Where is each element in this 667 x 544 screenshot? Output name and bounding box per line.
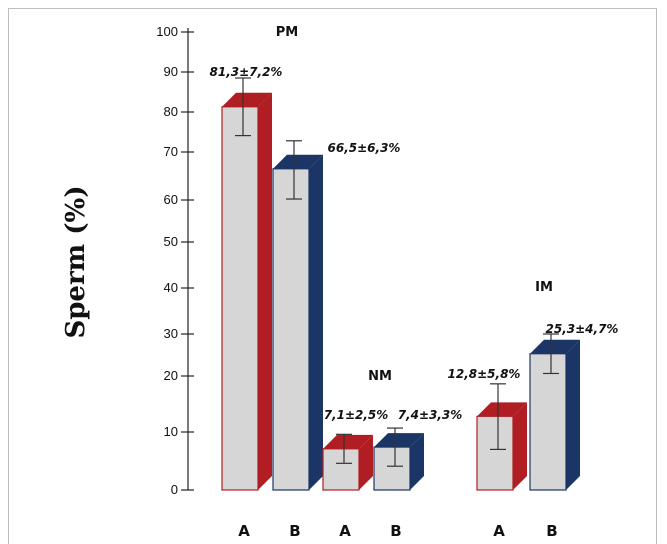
group-label: IM — [535, 280, 553, 295]
x-category-label: A — [493, 522, 505, 540]
bar-side-face — [359, 434, 373, 490]
bar-nm-a — [322, 448, 360, 491]
value-label: 25,3±4,7% — [546, 322, 619, 336]
bar-side-face — [309, 154, 323, 491]
bar-top-face — [273, 154, 323, 169]
y-tick-label: 70 — [164, 144, 178, 159]
y-tick-label: 60 — [164, 192, 178, 207]
x-category-label: A — [238, 522, 250, 540]
x-category-label: B — [289, 522, 300, 540]
bar-side-face — [410, 433, 424, 490]
y-tick-label: 100 — [156, 24, 178, 39]
y-tick-label: 50 — [164, 234, 178, 249]
y-tick-label: 80 — [164, 104, 178, 119]
bar-side-face — [513, 402, 527, 490]
value-label: 81,3±7,2% — [210, 65, 283, 79]
bar-top-face — [477, 402, 527, 417]
x-category-label: B — [546, 522, 557, 540]
bar-side-face — [566, 339, 580, 490]
value-label: 12,8±5,8% — [448, 367, 521, 381]
group-label: PM — [276, 25, 298, 40]
bar-side-face — [258, 92, 272, 491]
bar-pm-b — [272, 168, 310, 491]
bar-top-face — [530, 339, 580, 354]
bar-top-face — [222, 92, 272, 107]
y-axis-label: Sperm (%) — [61, 185, 91, 338]
bar-nm-b — [373, 446, 411, 491]
group-label: NM — [368, 369, 392, 384]
value-label: 66,5±6,3% — [328, 141, 401, 155]
bar-top-face — [374, 433, 424, 448]
bar-top-face — [323, 434, 373, 449]
value-label: 7,1±2,5% — [324, 408, 389, 422]
bar-pm-a — [221, 106, 259, 491]
y-tick-label: 20 — [164, 368, 178, 383]
y-tick-label: 40 — [164, 280, 178, 295]
x-category-label: A — [339, 522, 351, 540]
y-tick-label: 30 — [164, 326, 178, 341]
y-tick-label: 90 — [164, 64, 178, 79]
bar-im-b — [529, 353, 567, 491]
y-tick-label: 0 — [171, 482, 178, 497]
y-tick-label: 10 — [164, 424, 178, 439]
value-label: 7,4±3,3% — [398, 408, 463, 422]
bar-im-a — [476, 415, 514, 491]
x-category-label: B — [390, 522, 401, 540]
